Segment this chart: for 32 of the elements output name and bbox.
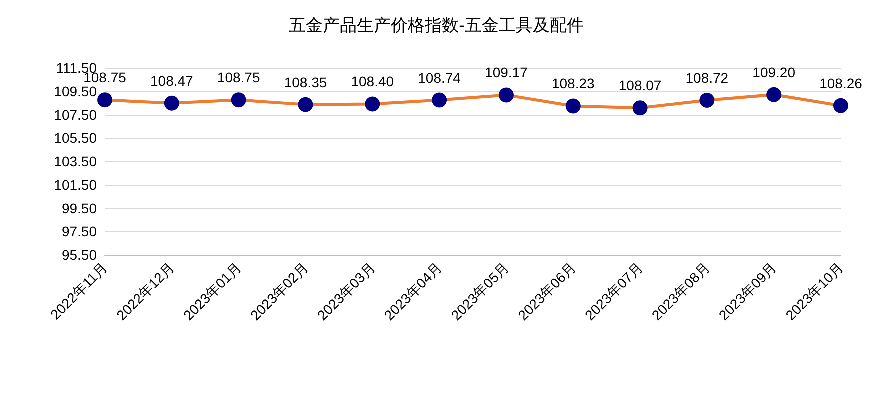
data-label: 109.17 [485, 64, 528, 81]
point [498, 88, 514, 103]
data-label: 108.07 [618, 78, 662, 94]
point [231, 92, 246, 108]
y-tick-label: 101.50 [54, 176, 98, 193]
point [164, 96, 180, 111]
data-label: 108.72 [686, 70, 729, 86]
point [700, 92, 715, 108]
y-tick-label: 109.50 [54, 83, 98, 100]
data-label: 108.74 [418, 70, 462, 86]
data-label: 108.35 [284, 74, 328, 90]
data-label: 108.47 [150, 72, 194, 89]
point [834, 98, 848, 114]
data-label: 108.40 [351, 74, 394, 90]
data-label: 109.20 [752, 64, 796, 80]
point [766, 87, 782, 102]
y-tick-label: 105.50 [54, 130, 98, 146]
y-tick-label: 95.50 [62, 247, 98, 263]
point [365, 96, 380, 112]
data-label: 108.75 [217, 70, 260, 86]
y-tick-label: 99.50 [62, 200, 98, 216]
point [432, 92, 448, 108]
chart-title: 五金产品生产价格指数-五金工具及配件 [289, 16, 584, 35]
point [632, 100, 648, 116]
y-tick-label: 103.50 [54, 154, 98, 170]
data-label: 108.23 [552, 76, 595, 92]
point [566, 98, 581, 114]
y-tick-label: 97.50 [62, 224, 98, 240]
y-tick-label: 107.50 [54, 106, 98, 123]
data-label: 108.26 [820, 75, 863, 92]
point [98, 92, 112, 108]
point [298, 97, 314, 112]
